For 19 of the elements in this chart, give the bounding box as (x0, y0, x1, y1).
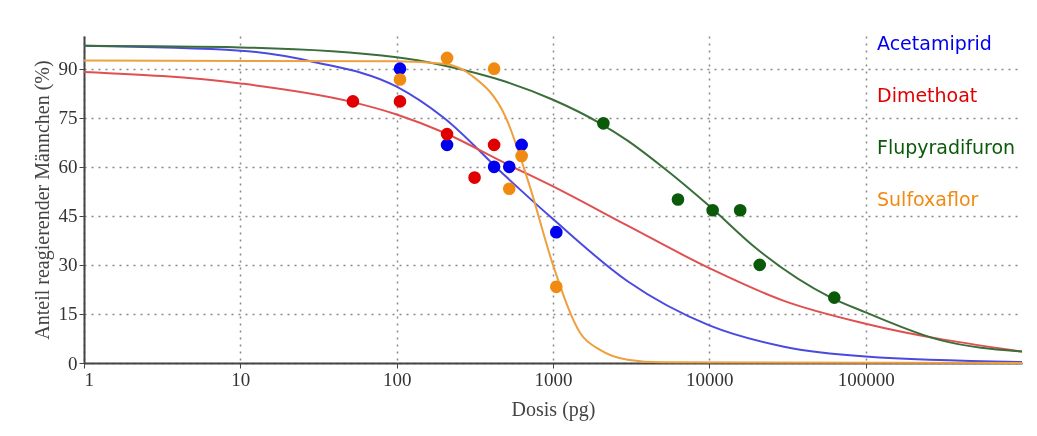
x-axis-title: Dosis (pg) (511, 397, 596, 421)
text: Dimethoat (877, 84, 978, 106)
y-axis-title: Anteil reagierender Männchen (%) (30, 60, 54, 340)
text: Acetamiprid (877, 32, 992, 54)
y-tick-label: 30 (58, 254, 78, 276)
y-tick-label: 75 (58, 107, 78, 129)
x-tick-label: 1 (84, 368, 94, 390)
y-tick-label: 90 (58, 58, 78, 80)
text: Sulfoxaflor (877, 188, 979, 210)
x-tick-label: 1000 (534, 368, 573, 390)
y-tick-label: 60 (58, 156, 78, 178)
x-tick-label: 10000 (686, 368, 734, 390)
y-tick-label: 0 (68, 352, 78, 374)
x-tick-label: 10 (231, 368, 251, 390)
x-tick-label: 100 (382, 368, 412, 390)
text: Flupyradifuron (877, 136, 1016, 158)
y-tick-label: 15 (58, 303, 78, 325)
x-tick-label: 100000 (837, 368, 895, 390)
y-tick-label: 45 (58, 205, 78, 227)
